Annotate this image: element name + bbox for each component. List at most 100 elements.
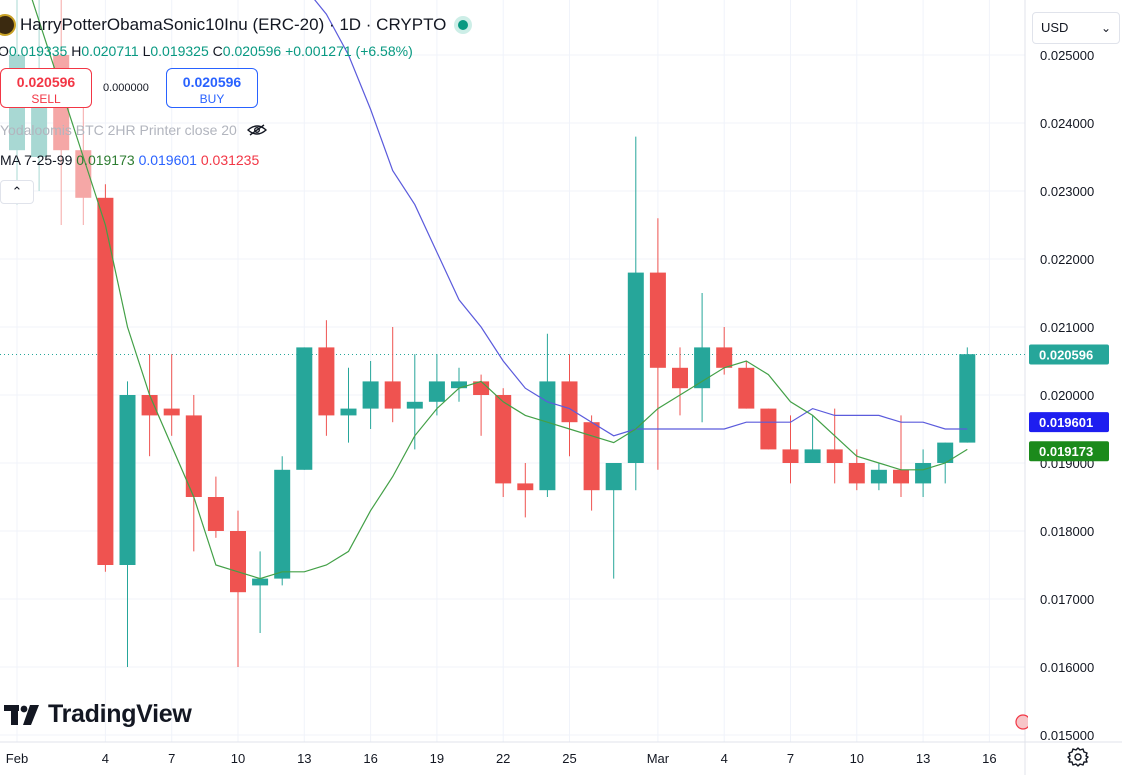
indicator-name: Yodaloomis BTC 2HR Printer close 20 bbox=[0, 122, 237, 138]
candle bbox=[738, 361, 755, 409]
candle bbox=[716, 327, 733, 375]
coin-logo-icon bbox=[0, 14, 16, 36]
candle-body bbox=[362, 381, 379, 409]
ma-label: MA 7-25-99 bbox=[0, 152, 73, 168]
hidden-eye-icon[interactable] bbox=[246, 124, 267, 136]
tradingview-logo[interactable]: TradingView bbox=[4, 700, 192, 729]
x-tick-label: 4 bbox=[102, 751, 109, 766]
candle-body bbox=[915, 463, 932, 484]
candle bbox=[517, 463, 534, 518]
candle-body bbox=[760, 408, 777, 450]
x-tick-label: 10 bbox=[850, 751, 864, 766]
candle bbox=[539, 333, 556, 497]
candle bbox=[252, 551, 269, 633]
x-tick-label: 19 bbox=[430, 751, 444, 766]
high-value: 0.020711 bbox=[81, 43, 139, 59]
candle-body bbox=[694, 347, 711, 389]
candle bbox=[97, 184, 114, 572]
candle-body bbox=[848, 463, 865, 484]
candle bbox=[185, 395, 202, 552]
candle-body bbox=[163, 408, 180, 416]
tradingview-wordmark: TradingView bbox=[48, 700, 192, 728]
x-tick-label: 7 bbox=[168, 751, 175, 766]
candle bbox=[406, 354, 423, 450]
candle bbox=[694, 293, 711, 423]
candle-body bbox=[451, 381, 467, 389]
candle-body bbox=[274, 469, 291, 579]
candle-body bbox=[561, 381, 578, 423]
x-tick-label: Feb bbox=[6, 751, 28, 766]
low-value: 0.019325 bbox=[150, 43, 209, 59]
y-tick-label: 0.023000 bbox=[1040, 184, 1094, 199]
y-tick-label: 0.015000 bbox=[1040, 728, 1094, 743]
indicator-legend[interactable]: Yodaloomis BTC 2HR Printer close 20 bbox=[0, 122, 267, 138]
ma7-line bbox=[31, 0, 968, 580]
ma7-value: 0.019173 bbox=[76, 152, 135, 168]
candle-body bbox=[649, 272, 666, 368]
candle-body bbox=[207, 497, 224, 531]
chevron-up-icon: ⌃ bbox=[11, 184, 23, 199]
candle bbox=[119, 381, 136, 667]
candle-body bbox=[340, 408, 357, 416]
y-tick-label: 0.017000 bbox=[1040, 592, 1094, 607]
candle-body bbox=[75, 150, 92, 198]
market-open-icon bbox=[458, 20, 469, 30]
candle bbox=[782, 415, 799, 484]
x-tick-label: 22 bbox=[496, 751, 510, 766]
x-tick-label: 25 bbox=[562, 751, 576, 766]
candle bbox=[893, 415, 909, 497]
ma7-price-tag-bg bbox=[1029, 441, 1109, 462]
candle-body bbox=[826, 449, 843, 463]
candle-body bbox=[738, 367, 755, 409]
y-tick-label: 0.020000 bbox=[1040, 388, 1094, 403]
candle bbox=[959, 347, 976, 443]
candle-body bbox=[252, 578, 269, 586]
collapse-legend-button[interactable]: ⌃ bbox=[0, 180, 34, 204]
candle bbox=[362, 361, 379, 429]
candle-body bbox=[782, 449, 799, 463]
symbol-title-row[interactable]: HarryPotterObamaSonic10Inu (ERC-20) · 1D… bbox=[0, 14, 469, 36]
y-tick-label: 0.025000 bbox=[1040, 48, 1094, 63]
gear-icon[interactable] bbox=[1067, 746, 1089, 768]
candle bbox=[141, 354, 158, 457]
change-value: +0.001271 (+6.58%) bbox=[285, 43, 413, 59]
candle bbox=[561, 354, 578, 457]
candle bbox=[473, 374, 490, 436]
candle-body bbox=[428, 381, 445, 402]
ohlc-values: O0.019335 H0.020711 L0.019325 C0.020596 … bbox=[0, 43, 413, 59]
low-label: L bbox=[142, 43, 151, 59]
candle bbox=[384, 327, 401, 423]
sell-button[interactable]: 0.020596 SELL bbox=[0, 68, 92, 108]
candle bbox=[163, 354, 180, 436]
candle bbox=[870, 463, 887, 491]
candle-body bbox=[605, 463, 622, 491]
candle-body bbox=[539, 381, 556, 491]
candle-body bbox=[583, 422, 600, 491]
close-label: C bbox=[212, 43, 223, 59]
candle-body bbox=[318, 347, 335, 416]
currency-selector[interactable]: USD ⌄ bbox=[1032, 12, 1120, 44]
buy-button[interactable]: 0.020596 BUY bbox=[166, 68, 258, 108]
badge-icon[interactable] bbox=[1014, 710, 1028, 732]
candle bbox=[274, 456, 291, 586]
x-tick-label: 4 bbox=[721, 751, 728, 766]
symbol-title: HarryPotterObamaSonic10Inu (ERC-20) · 1D… bbox=[20, 15, 447, 34]
buy-price: 0.020596 bbox=[182, 74, 242, 90]
ma25-price-tag: 0.019601 bbox=[1039, 415, 1093, 430]
candle bbox=[318, 320, 335, 436]
candle-body bbox=[517, 483, 534, 491]
last-price-tag: 0.020596 bbox=[1039, 347, 1093, 362]
last-price-tag-bg bbox=[1029, 344, 1109, 365]
candle-body bbox=[959, 354, 976, 443]
y-tick-label: 0.021000 bbox=[1040, 320, 1094, 335]
candle bbox=[451, 367, 467, 402]
candle bbox=[340, 367, 357, 443]
candle-body bbox=[627, 272, 644, 463]
candle-body bbox=[119, 395, 136, 565]
y-tick-label: 0.024000 bbox=[1040, 116, 1094, 131]
candle bbox=[207, 476, 224, 538]
ma-legend[interactable]: MA 7-25-99 0.019173 0.019601 0.031235 bbox=[0, 152, 259, 168]
candle bbox=[804, 415, 821, 463]
candle bbox=[495, 388, 512, 497]
